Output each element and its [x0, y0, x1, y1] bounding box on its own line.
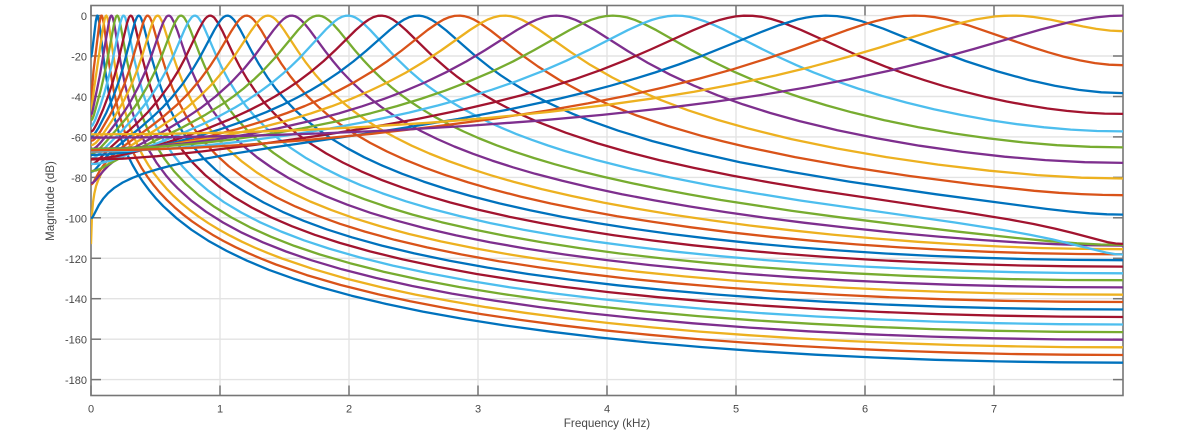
svg-text:-40: -40 — [71, 92, 87, 104]
svg-text:-80: -80 — [71, 173, 87, 185]
svg-text:-160: -160 — [65, 335, 87, 347]
svg-text:2: 2 — [346, 403, 352, 415]
svg-text:-60: -60 — [71, 132, 87, 144]
svg-text:-120: -120 — [65, 254, 87, 266]
svg-text:-20: -20 — [71, 52, 87, 64]
svg-text:3: 3 — [475, 403, 481, 415]
svg-text:-180: -180 — [65, 375, 87, 387]
svg-text:Magnitude (dB): Magnitude (dB) — [44, 161, 57, 241]
svg-text:5: 5 — [733, 403, 739, 415]
svg-text:4: 4 — [604, 403, 610, 415]
svg-text:-100: -100 — [65, 213, 87, 225]
svg-text:Frequency (kHz): Frequency (kHz) — [564, 417, 650, 430]
svg-text:7: 7 — [991, 403, 997, 415]
svg-text:0: 0 — [81, 11, 87, 23]
svg-text:1: 1 — [217, 403, 223, 415]
svg-text:-140: -140 — [65, 294, 87, 306]
svg-text:6: 6 — [862, 403, 868, 415]
svg-text:0: 0 — [88, 403, 94, 415]
